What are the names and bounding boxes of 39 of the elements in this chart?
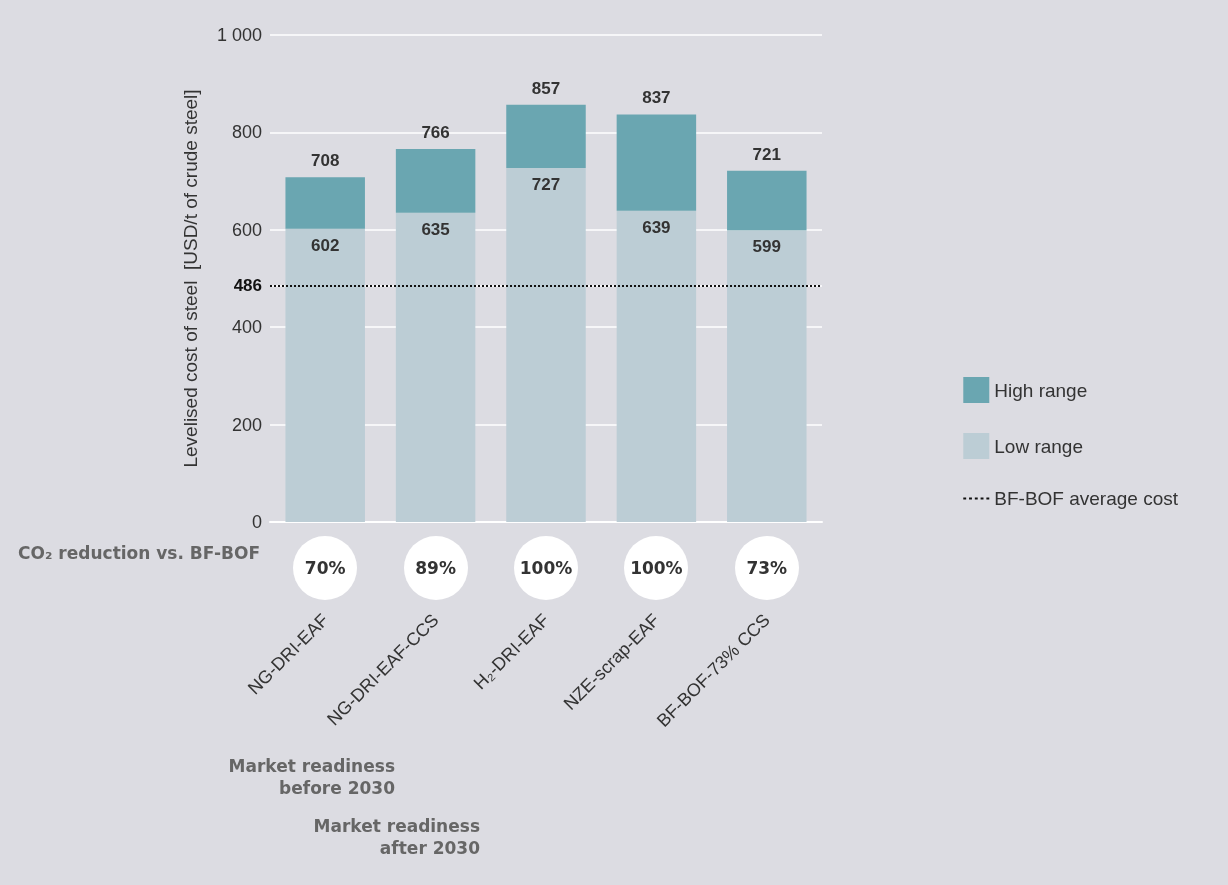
bar [727,230,807,522]
legend-label: BF-BOF average cost [994,488,1179,509]
y-tick-label: 800 [231,122,262,143]
total-label: 708 [311,151,340,171]
bar [395,148,476,213]
total-label: 766 [421,122,450,142]
text: 89% [403,536,468,600]
text: 100% [514,536,578,600]
y-tick-label: 400 [231,317,262,338]
text: 70% [293,536,358,600]
bar [506,104,586,168]
bar [285,228,365,522]
bar [506,167,586,522]
y-tick-label: 600 [231,219,262,240]
total-label: 721 [752,144,781,164]
data-label: 599 [752,237,781,257]
y-tick-label: 200 [231,414,262,435]
text: CO₂ reduction vs. BF-BOF [17,542,260,564]
data-label: 727 [531,174,561,194]
text: Market readiness before 2030 [227,755,395,799]
data-label: 635 [421,219,450,239]
total-label: 857 [531,78,561,98]
text: 73% [734,536,799,600]
bar [285,177,365,229]
y-axis-title: Levelised cost of steel [USD/t of crude steel] [180,89,201,468]
text: 100% [624,536,689,600]
bar [616,210,697,522]
legend-label: Low range [994,435,1084,457]
bar [616,114,697,211]
y-tick-label: 1 000 [216,25,262,45]
data-label: 602 [311,235,340,255]
total-label: 837 [642,88,671,108]
y-tick-label: 0 [251,512,262,532]
text: Market readiness after 2030 [312,815,480,859]
legend-label: High range [994,379,1088,401]
bar [727,170,807,231]
data-label: 639 [642,217,671,237]
y-tick-label: 486 [233,275,262,295]
bar [395,212,476,522]
